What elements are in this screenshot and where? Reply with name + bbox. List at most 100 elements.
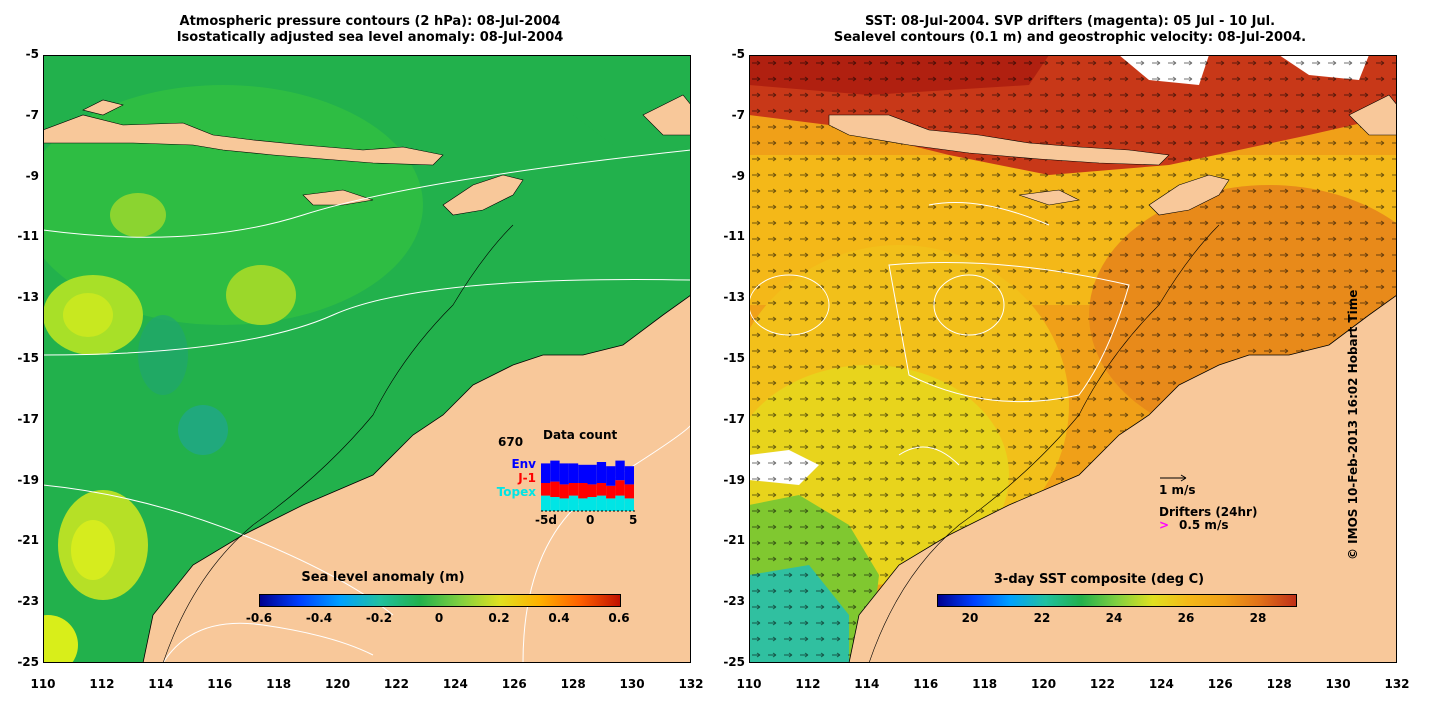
histogram-segment <box>606 485 616 499</box>
right-map-title: SST: 08-Jul-2004. SVP drifters (magenta)… <box>790 14 1350 46</box>
left-title-line2: Isostatically adjusted sea level anomaly… <box>176 30 564 45</box>
histogram-segment <box>596 462 607 483</box>
left-lon-label: 132 <box>678 677 704 691</box>
histogram-segment <box>624 466 634 485</box>
left-lat-label: -15 <box>17 351 39 365</box>
data-count-title: Data count <box>543 428 618 442</box>
right-lat-label: -11 <box>723 229 745 244</box>
left-lat-label: -19 <box>17 472 39 487</box>
left-map-title: Atmospheric pressure contours (2 hPa): 0… <box>120 14 620 46</box>
velocity-scale-arrow <box>1160 474 1187 482</box>
left-lat-label: -25 <box>17 655 39 669</box>
histogram-segment <box>587 497 597 511</box>
right-lon-label: 124 <box>1148 677 1174 691</box>
right-lat-label: -5 <box>731 47 745 61</box>
right-lon-label: 110 <box>736 677 762 691</box>
right-lon-label: 130 <box>1325 677 1351 691</box>
histogram-segment <box>624 498 634 511</box>
sea-level-anomaly-map[interactable]: 670 Data count Env J-1 Topex -5d 0 5 Sea… <box>43 55 691 663</box>
sla-tick: 0.2 <box>488 611 510 625</box>
left-lon-label: 122 <box>383 677 409 691</box>
sla-tick: 0 <box>434 611 444 625</box>
histogram-segment <box>587 484 597 497</box>
right-lat-label: -25 <box>723 655 745 669</box>
sst-tick: 26 <box>1177 611 1195 625</box>
histogram-segment <box>541 495 551 511</box>
histogram-segment <box>578 464 588 483</box>
histogram-segment <box>606 466 616 486</box>
left-lon-label: 110 <box>30 677 56 691</box>
right-lon-label: 128 <box>1266 677 1292 691</box>
data-count-total: 670 <box>498 435 524 449</box>
drifter-speed-label: 0.5 m/s <box>1179 518 1229 532</box>
histogram-segment <box>568 495 579 511</box>
histogram-tick-zero: 0 <box>586 513 595 527</box>
histogram-segment <box>550 481 560 497</box>
velocity-scale-label: 1 m/s <box>1159 483 1196 497</box>
right-lat-label: -19 <box>723 472 745 487</box>
right-lat-label: -15 <box>723 351 745 365</box>
histogram-segment <box>568 463 579 483</box>
left-lat-label: -13 <box>17 290 39 305</box>
histogram-tick-max: 5 <box>629 513 638 527</box>
histogram-segment <box>559 463 569 485</box>
left-lon-label: 124 <box>442 677 468 691</box>
legend-j1: J-1 <box>518 471 536 485</box>
histogram-segment <box>624 484 634 499</box>
histogram-segment <box>550 460 560 482</box>
histogram-tick-min: -5d <box>535 513 557 527</box>
histogram-segment <box>559 484 569 499</box>
histogram-segment <box>587 464 597 485</box>
histogram-segment <box>578 498 588 511</box>
left-lat-label: -9 <box>25 168 39 183</box>
sst-tick: 24 <box>1105 611 1123 625</box>
right-title-line2: Sealevel contours (0.1 m) and geostrophi… <box>833 30 1307 45</box>
sla-tick: -0.4 <box>305 611 333 625</box>
right-lon-label: 118 <box>972 677 998 691</box>
left-lon-label: 112 <box>89 677 115 691</box>
drifters-label: Drifters (24hr) <box>1159 505 1258 519</box>
left-lat-label: -5 <box>25 47 39 61</box>
histogram-segment <box>615 480 625 496</box>
sla-tick: 0.6 <box>608 611 630 625</box>
right-lon-label: 120 <box>1031 677 1057 691</box>
histogram-segment <box>596 495 607 511</box>
sst-map[interactable]: 1 m/s Drifters (24hr) > 0.5 m/s 3-day SS… <box>749 55 1397 663</box>
sst-colorbar <box>937 594 1297 607</box>
right-lon-label: 116 <box>913 677 939 691</box>
left-lon-label: 126 <box>501 677 527 691</box>
sst-colorbar-title: 3-day SST composite (deg C) <box>993 572 1205 587</box>
sla-tick: -0.2 <box>365 611 393 625</box>
left-lon-label: 114 <box>148 677 174 691</box>
right-lon-label: 112 <box>795 677 821 691</box>
left-lon-label: 130 <box>619 677 645 691</box>
legend-env: Env <box>511 457 536 471</box>
drifter-marker: > <box>1159 518 1170 532</box>
histogram-segment <box>615 460 625 481</box>
histogram-segment <box>550 497 560 511</box>
histogram-segment <box>606 498 616 511</box>
sst-tick: 20 <box>961 611 979 625</box>
histogram-segment <box>541 463 551 483</box>
legend-topex: Topex <box>496 485 536 499</box>
left-lat-label: -7 <box>25 107 39 122</box>
sst-tick: 28 <box>1249 611 1267 625</box>
histogram-segment <box>615 495 625 511</box>
sla-colorbar <box>259 594 621 607</box>
left-lon-label: 118 <box>266 677 292 691</box>
histogram-segment <box>578 483 588 499</box>
right-lat-label: -23 <box>723 594 745 609</box>
left-lat-label: -17 <box>17 411 39 426</box>
copyright-note: © IMOS 10-Feb-2013 16:02 Hobart Time <box>1346 289 1360 560</box>
left-title-line1: Atmospheric pressure contours (2 hPa): 0… <box>179 14 561 29</box>
right-title-line1: SST: 08-Jul-2004. SVP drifters (magenta)… <box>864 14 1276 29</box>
left-lat-label: -21 <box>17 533 39 548</box>
sst-tick: 22 <box>1033 611 1051 625</box>
histogram-segment <box>541 483 551 496</box>
right-lat-label: -21 <box>723 533 745 548</box>
left-lon-label: 128 <box>560 677 586 691</box>
right-lat-label: -17 <box>723 411 745 426</box>
right-lon-label: 114 <box>854 677 880 691</box>
right-lat-label: -7 <box>731 107 745 122</box>
left-lon-label: 116 <box>207 677 233 691</box>
